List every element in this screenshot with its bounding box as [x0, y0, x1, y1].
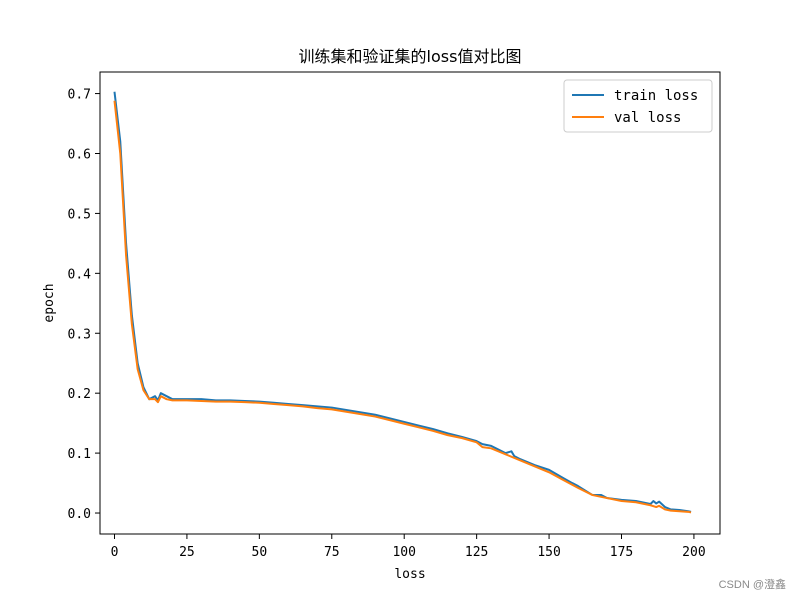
x-tick-label: 25 [179, 545, 195, 560]
chart-title: 训练集和验证集的loss值对比图 [299, 47, 522, 66]
plot-area [113, 91, 692, 514]
legend-box [563, 79, 713, 133]
y-tick-label: 0.5 [68, 207, 91, 222]
legend-label-1: train loss [614, 88, 698, 104]
y-tick-label: 0.0 [68, 507, 91, 522]
series-line-1 [113, 91, 692, 513]
x-tick-label: 200 [682, 545, 705, 560]
y-axis: 0.0 0.1 0.2 0.3 0.4 0.5 0.6 0.7 [68, 88, 100, 522]
y-tick-label: 0.4 [68, 267, 92, 282]
x-tick-label: 175 [610, 545, 633, 560]
x-tick-label: 0 [111, 545, 119, 560]
x-axis-label: loss [394, 567, 425, 582]
y-tick-label: 0.1 [68, 447, 91, 462]
y-tick-label: 0.6 [68, 147, 91, 162]
x-tick-label: 125 [465, 545, 488, 560]
y-tick-label: 0.7 [68, 88, 91, 103]
y-axis-label: epoch [42, 283, 57, 322]
y-tick-label: 0.2 [68, 387, 91, 402]
y-tick-label: 0.3 [68, 327, 91, 342]
plot-frame [99, 71, 721, 535]
x-tick-label: 100 [392, 545, 415, 560]
watermark: CSDN @澄鑫 [718, 579, 786, 591]
x-tick-label: 75 [324, 545, 340, 560]
series-line-2 [113, 100, 692, 514]
x-axis: 0 25 50 75 100 125 150 175 200 [111, 534, 706, 560]
legend: train loss val loss [563, 79, 713, 133]
x-tick-label: 150 [537, 545, 560, 560]
x-tick-label: 50 [252, 545, 268, 560]
legend-label-2: val loss [614, 110, 681, 126]
